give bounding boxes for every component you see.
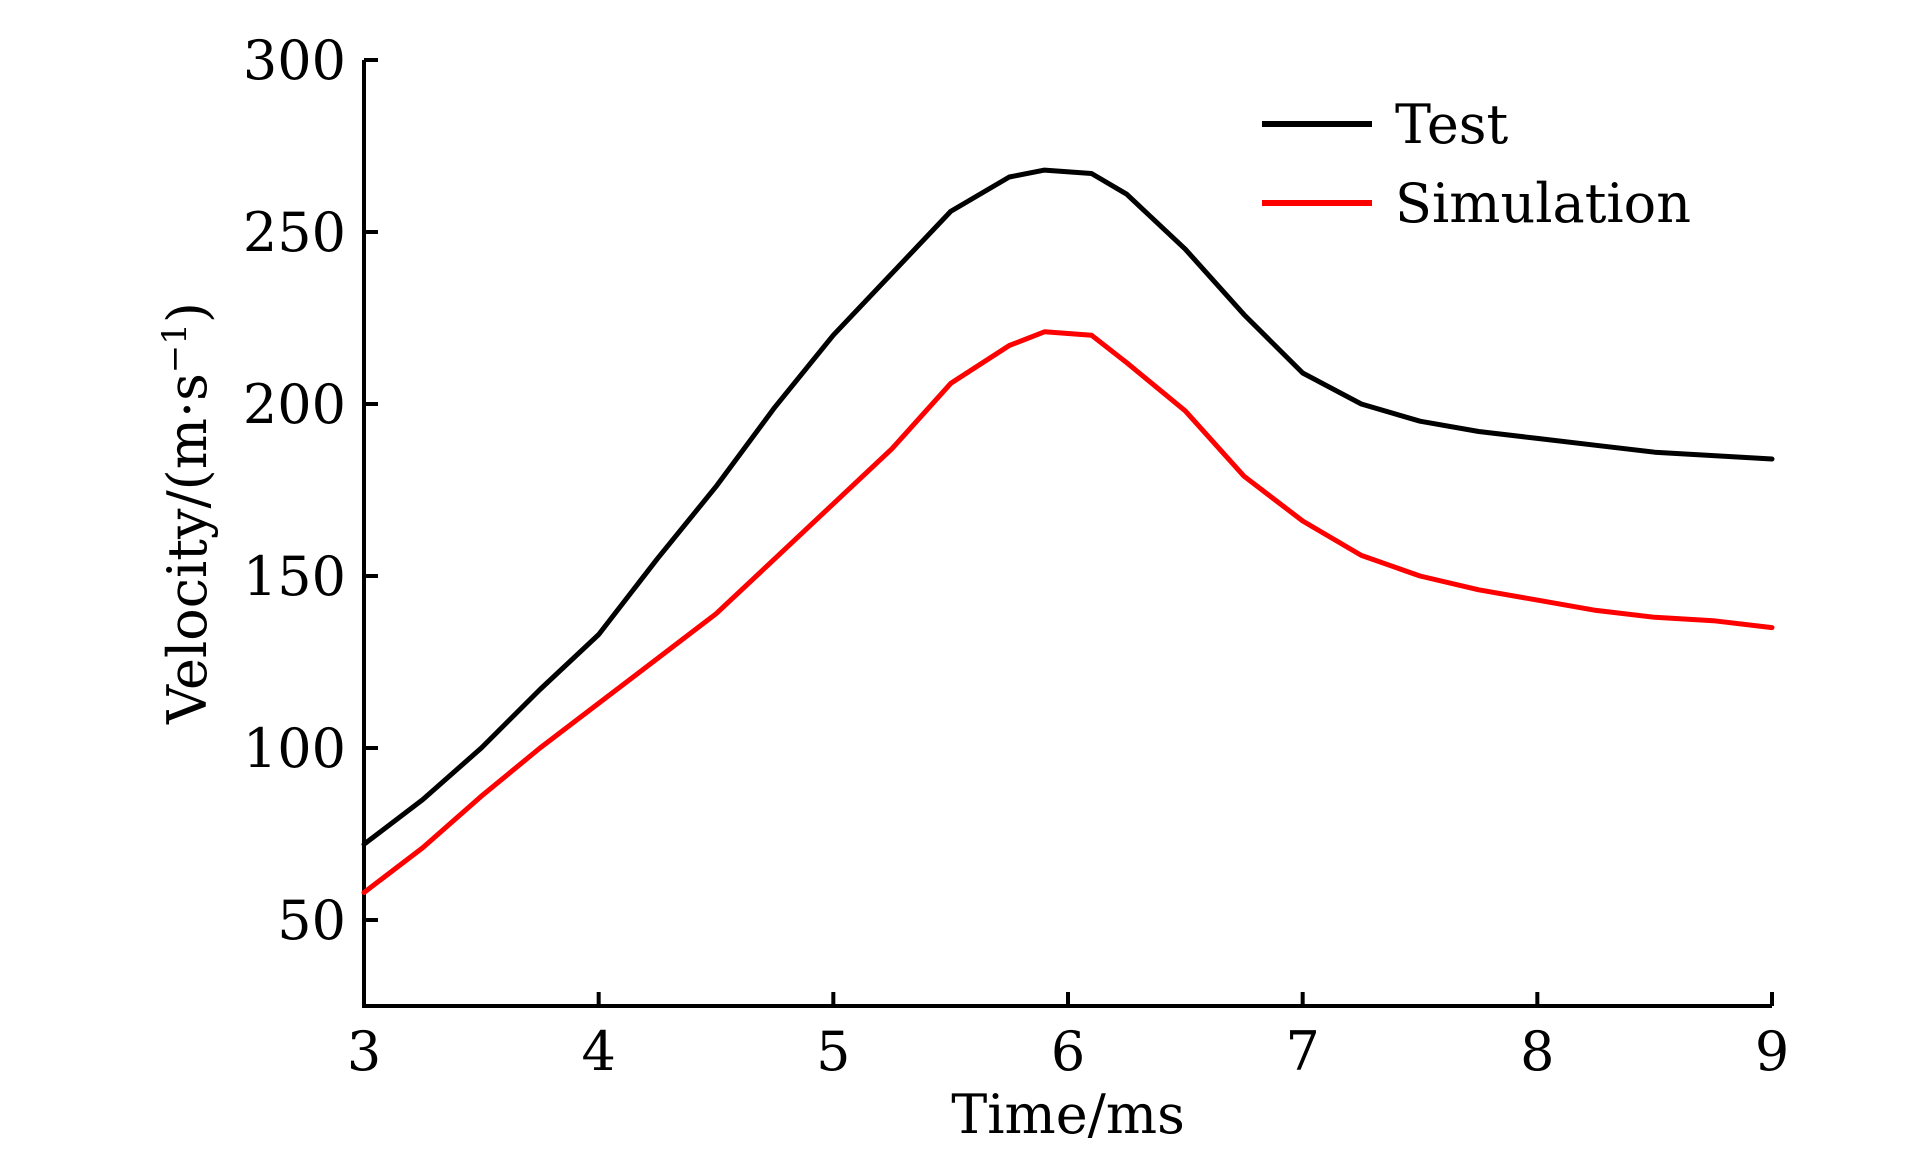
legend-label-test: Test — [1395, 93, 1508, 156]
legend-label-simulation: Simulation — [1395, 172, 1691, 235]
x-tick-label: 6 — [1051, 1020, 1085, 1083]
x-tick-label: 8 — [1520, 1020, 1554, 1083]
y-axis-title-main: Velocity/(m·s — [156, 373, 219, 725]
x-axis-title: Time/ms — [951, 1083, 1185, 1146]
y-axis-title: Velocity/(m·s−1) — [155, 302, 219, 725]
y-tick-label: 100 — [243, 717, 346, 780]
series-line-simulation — [361, 329, 1775, 895]
y-tick-label: 250 — [243, 201, 346, 264]
x-tick-label: 4 — [581, 1020, 615, 1083]
y-axis-title-superscript: −1 — [155, 323, 195, 373]
y-tick-label: 150 — [243, 545, 346, 608]
y-axis-title-close: ) — [156, 302, 219, 323]
y-tick-label: 300 — [243, 29, 346, 92]
series-layer — [361, 167, 1775, 895]
y-tick-label: 200 — [243, 373, 346, 436]
x-ticks: 3 4 5 6 7 8 9 — [347, 992, 1789, 1083]
y-tick-label: 50 — [277, 889, 346, 952]
legend: Test Simulation — [1262, 93, 1691, 235]
x-tick-label: 9 — [1755, 1020, 1789, 1083]
series-line-test — [361, 167, 1775, 847]
y-ticks: 50 100 150 200 250 300 — [243, 29, 378, 952]
x-tick-label: 7 — [1285, 1020, 1319, 1083]
x-tick-label: 3 — [347, 1020, 381, 1083]
x-tick-label: 5 — [816, 1020, 850, 1083]
